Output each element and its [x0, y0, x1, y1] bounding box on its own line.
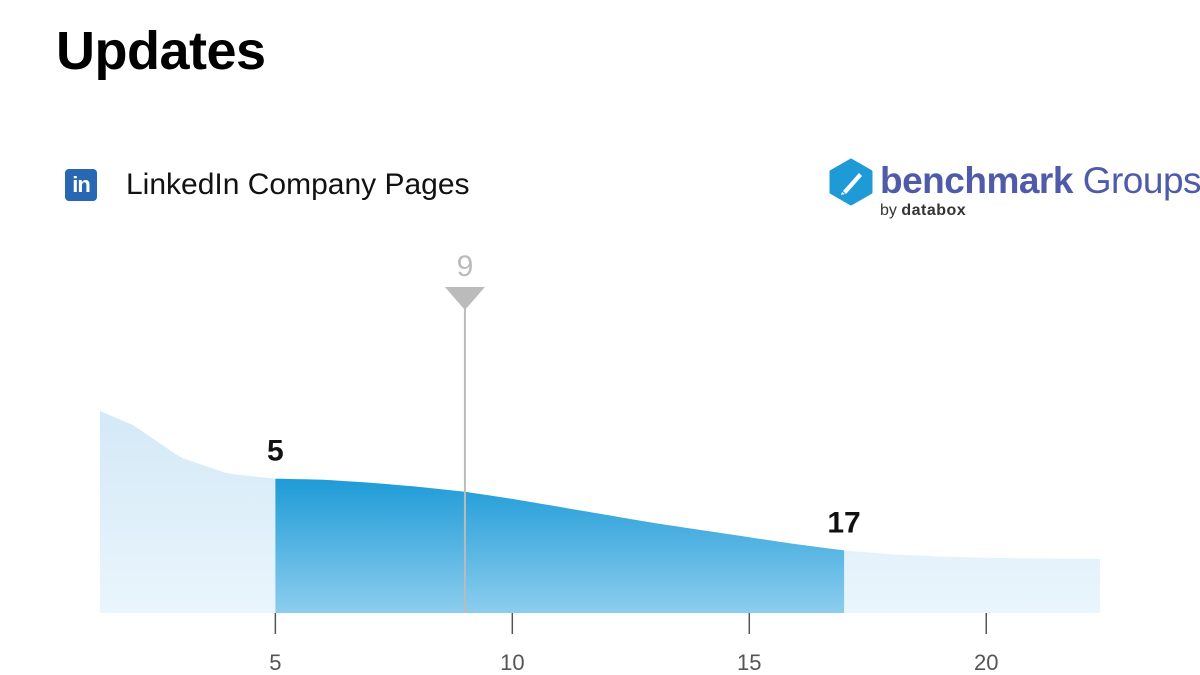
- band-high-label: 17: [827, 506, 860, 539]
- brand-byline: by databox: [880, 202, 966, 220]
- source-label: LinkedIn Company Pages: [126, 168, 470, 201]
- benchmark-hexagon-logo-icon: [829, 158, 873, 206]
- linkedin-icon-text: in: [65, 169, 97, 201]
- brand-name-light: Groups: [1082, 160, 1200, 201]
- brand-logo: benchmark Groups by databox: [828, 158, 1200, 228]
- band-area: [275, 478, 845, 613]
- band-low-label: 5: [267, 435, 284, 468]
- marker-label: 9: [457, 250, 474, 283]
- x-tick-label: 10: [500, 650, 524, 675]
- x-tick-label: 5: [269, 650, 281, 675]
- brand-by-text: by: [880, 202, 897, 219]
- page-title: Updates: [56, 21, 266, 81]
- x-tick-label: 15: [737, 650, 761, 675]
- brand-name: benchmark Groups: [880, 160, 1200, 202]
- brand-name-bold: benchmark: [880, 160, 1073, 201]
- linkedin-icon: in: [64, 168, 98, 202]
- marker-triangle: [444, 287, 485, 310]
- x-tick-label: 20: [974, 650, 998, 675]
- source-header: in LinkedIn Company Pages: [64, 168, 470, 202]
- brand-by-name: databox: [901, 202, 967, 219]
